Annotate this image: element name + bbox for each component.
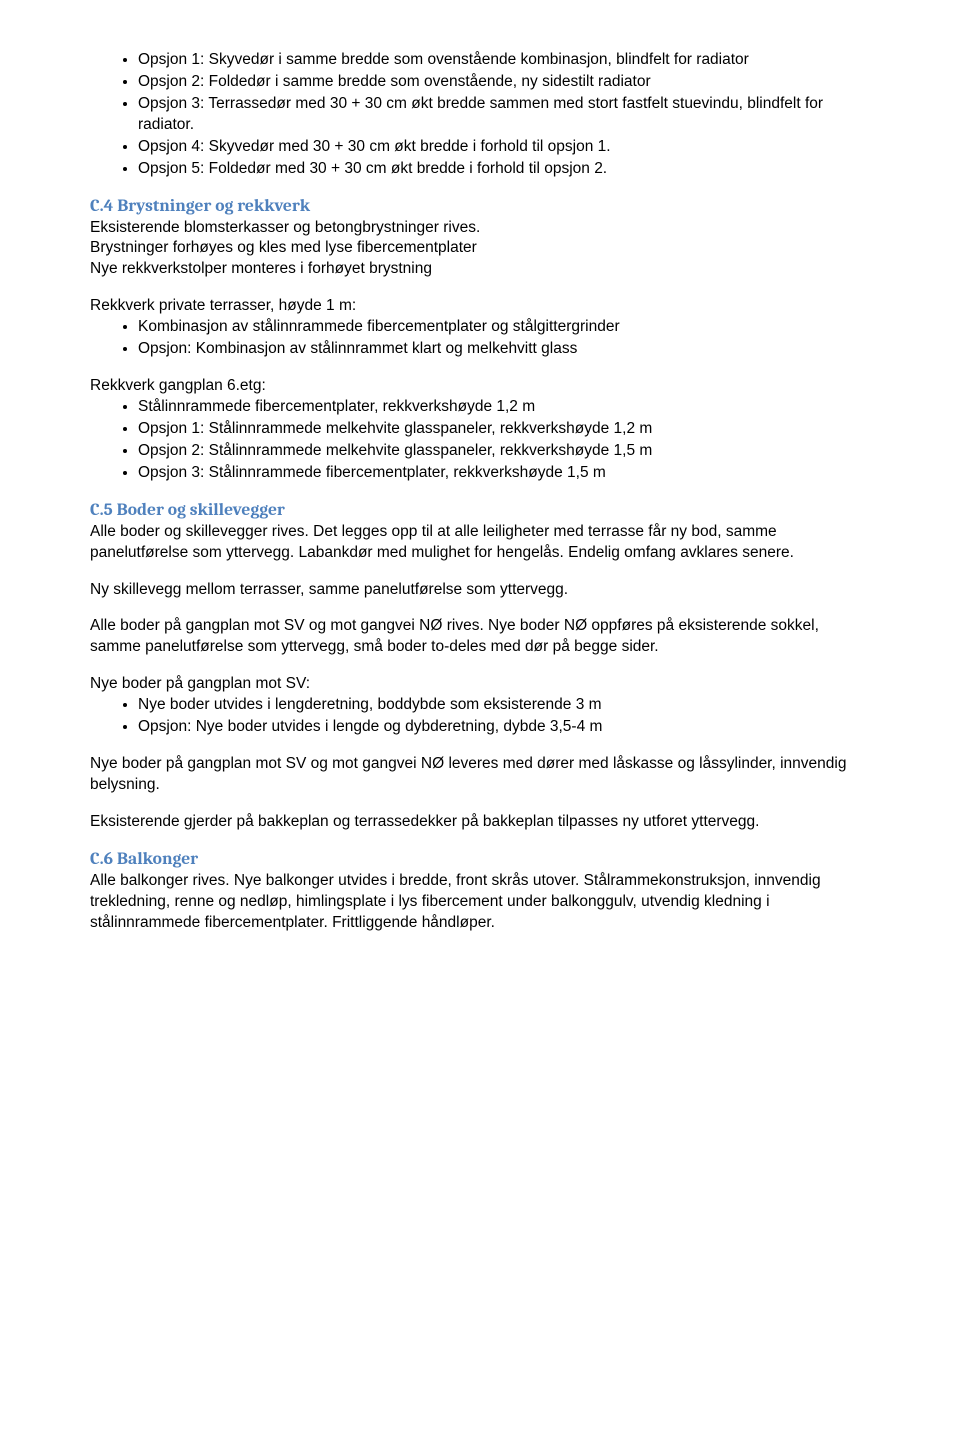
paragraph: Nye boder på gangplan mot SV og mot gang… <box>90 754 870 796</box>
list-item: Stålinnrammede fibercementplater, rekkve… <box>138 397 870 418</box>
options-list-c5a: Nye boder utvides i lengderetning, boddy… <box>90 695 870 738</box>
heading-c4: C.4 Brystninger og rekkverk <box>90 196 870 216</box>
list-item: Opsjon 1: Stålinnrammede melkehvite glas… <box>138 419 870 440</box>
paragraph: Alle boder på gangplan mot SV og mot gan… <box>90 616 870 658</box>
list-item: Kombinasjon av stålinnrammede fibercemen… <box>138 317 870 338</box>
paragraph: Eksisterende gjerder på bakkeplan og ter… <box>90 812 870 833</box>
document-page: Opsjon 1: Skyvedør i samme bredde som ov… <box>0 0 960 1000</box>
paragraph: Eksisterende blomsterkasser og betongbry… <box>90 218 870 281</box>
list-item: Opsjon 3: Stålinnrammede fibercementplat… <box>138 463 870 484</box>
list-item: Opsjon 2: Foldedør i samme bredde som ov… <box>138 72 870 93</box>
options-list-1: Opsjon 1: Skyvedør i samme bredde som ov… <box>90 50 870 180</box>
heading-c6: C.6 Balkonger <box>90 849 870 869</box>
list-item: Opsjon: Nye boder utvides i lengde og dy… <box>138 717 870 738</box>
subheading: Rekkverk private terrasser, høyde 1 m: <box>90 296 870 317</box>
options-list-c4a: Kombinasjon av stålinnrammede fibercemen… <box>90 317 870 360</box>
options-list-c4b: Stålinnrammede fibercementplater, rekkve… <box>90 397 870 484</box>
subheading: Rekkverk gangplan 6.etg: <box>90 376 870 397</box>
list-item: Opsjon 4: Skyvedør med 30 + 30 cm økt br… <box>138 137 870 158</box>
subheading: Nye boder på gangplan mot SV: <box>90 674 870 695</box>
list-item: Nye boder utvides i lengderetning, boddy… <box>138 695 870 716</box>
list-item: Opsjon 5: Foldedør med 30 + 30 cm økt br… <box>138 159 870 180</box>
list-item: Opsjon: Kombinasjon av stålinnrammet kla… <box>138 339 870 360</box>
list-item: Opsjon 2: Stålinnrammede melkehvite glas… <box>138 441 870 462</box>
paragraph: Alle boder og skillevegger rives. Det le… <box>90 522 870 564</box>
paragraph: Ny skillevegg mellom terrasser, samme pa… <box>90 580 870 601</box>
list-item: Opsjon 1: Skyvedør i samme bredde som ov… <box>138 50 870 71</box>
paragraph: Alle balkonger rives. Nye balkonger utvi… <box>90 871 870 934</box>
list-item: Opsjon 3: Terrassedør med 30 + 30 cm økt… <box>138 94 870 136</box>
heading-c5: C.5 Boder og skillevegger <box>90 500 870 520</box>
